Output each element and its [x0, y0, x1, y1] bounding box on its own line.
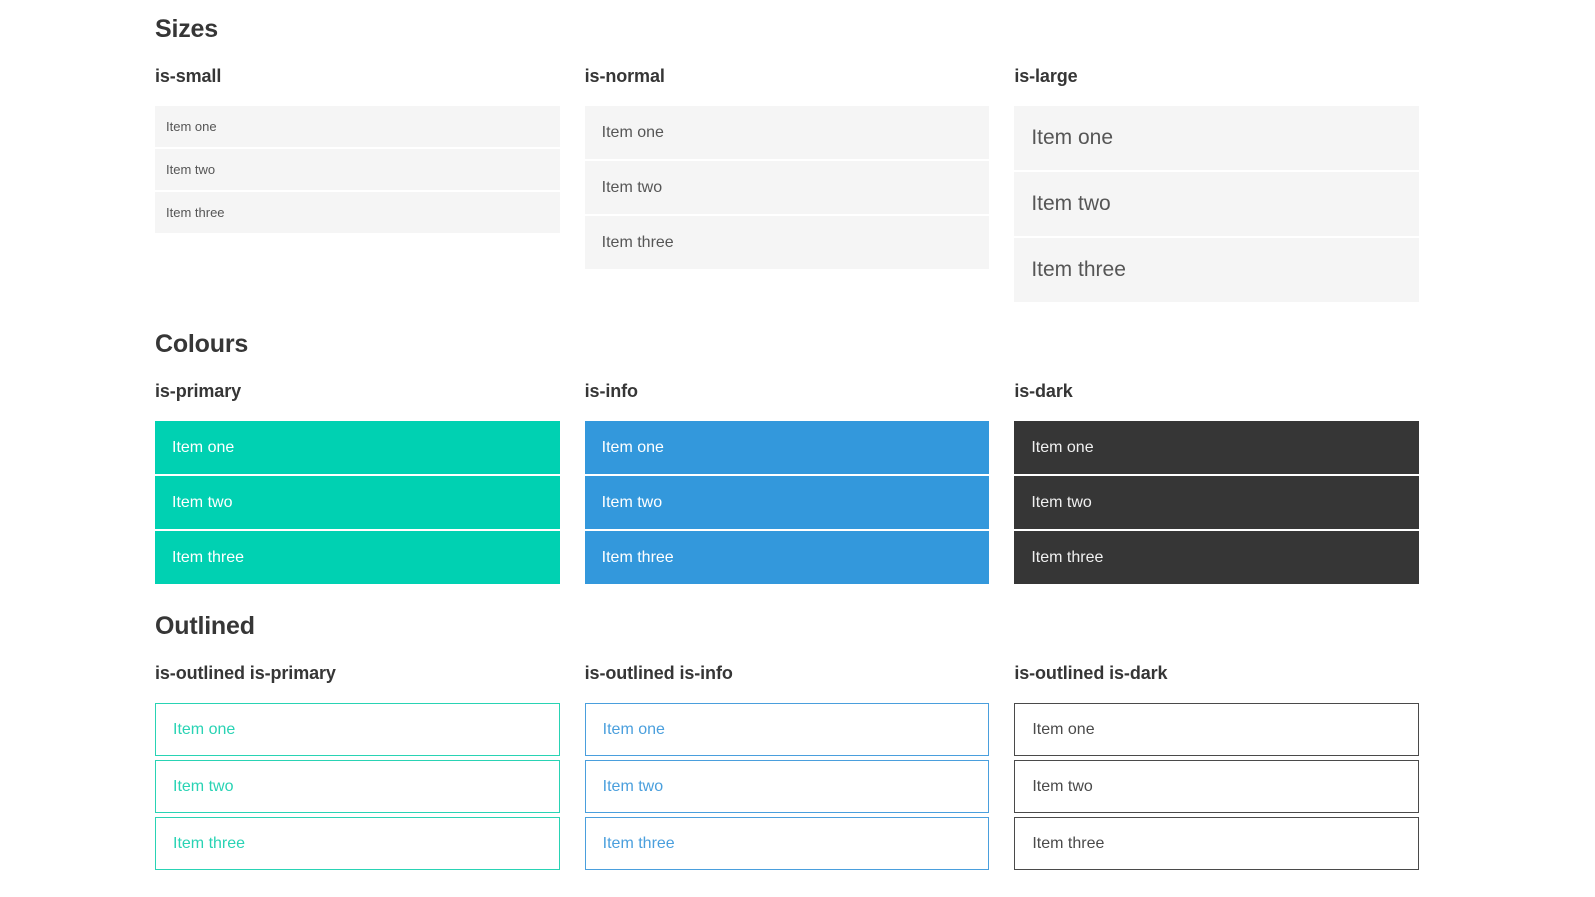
column-heading: is-outlined is-info [584, 663, 733, 683]
list-item[interactable]: Item three [1014, 238, 1419, 302]
list-item[interactable]: Item one [155, 421, 560, 474]
list-item[interactable]: Item one [155, 703, 560, 756]
list-item[interactable]: Item two [1014, 760, 1419, 813]
demo-column-is-large: is-large Item one Item two Item three [1014, 65, 1419, 304]
list-item[interactable]: Item two [155, 760, 560, 813]
list-item[interactable]: Item two [584, 161, 990, 214]
section-sizes: Sizes is-small Item one Item two Item th… [155, 14, 1419, 304]
column-heading: is-dark [1014, 381, 1073, 401]
section-grid: is-primary Item one Item two Item three … [155, 380, 1419, 586]
demo-list: Item one Item two Item three [1014, 703, 1419, 870]
list-item[interactable]: Item two [155, 476, 560, 529]
demo-column-outlined-primary: is-outlined is-primary Item one Item two… [155, 662, 560, 874]
list-item[interactable]: Item three [155, 531, 560, 584]
list-item[interactable]: Item three [155, 817, 560, 870]
demo-column-outlined-info: is-outlined is-info Item one Item two It… [584, 662, 990, 874]
demo-list: Item one Item two Item three [155, 421, 560, 584]
demo-list: Item one Item two Item three [584, 703, 990, 870]
list-item[interactable]: Item two [584, 476, 990, 529]
column-heading: is-large [1014, 66, 1078, 86]
list-item[interactable]: Item two [1014, 476, 1419, 529]
column-heading: is-outlined is-dark [1014, 663, 1168, 683]
column-heading: is-small [155, 66, 222, 86]
column-heading: is-normal [584, 66, 665, 86]
demo-list: Item one Item two Item three [584, 421, 990, 584]
section-title: Colours [155, 330, 249, 358]
column-heading: is-info [584, 381, 638, 401]
list-item[interactable]: Item three [1014, 531, 1419, 584]
list-item[interactable]: Item two [584, 760, 990, 813]
demo-column-outlined-dark: is-outlined is-dark Item one Item two It… [1014, 662, 1419, 874]
demo-list: Item one Item two Item three [1014, 106, 1419, 302]
list-item[interactable]: Item three [1014, 817, 1419, 870]
demo-column-is-primary: is-primary Item one Item two Item three [155, 380, 560, 586]
list-item[interactable]: Item three [155, 192, 560, 233]
demo-column-is-info: is-info Item one Item two Item three [584, 380, 990, 586]
demo-column-is-dark: is-dark Item one Item two Item three [1014, 380, 1419, 586]
demo-list: Item one Item two Item three [155, 703, 560, 870]
demo-list: Item one Item two Item three [1014, 421, 1419, 584]
column-heading: is-primary [155, 381, 242, 401]
section-colours: Colours is-primary Item one Item two Ite… [155, 329, 1419, 586]
list-item[interactable]: Item three [584, 531, 990, 584]
list-item[interactable]: Item one [584, 106, 990, 159]
section-grid: is-small Item one Item two Item three is… [155, 65, 1419, 304]
demo-list: Item one Item two Item three [155, 106, 560, 233]
list-item[interactable]: Item one [584, 703, 990, 756]
list-item[interactable]: Item two [155, 149, 560, 190]
list-item[interactable]: Item one [584, 421, 990, 474]
section-grid: is-outlined is-primary Item one Item two… [155, 662, 1419, 874]
list-item[interactable]: Item three [584, 216, 990, 269]
list-item[interactable]: Item one [155, 106, 560, 147]
list-item[interactable]: Item one [1014, 703, 1419, 756]
demo-list: Item one Item two Item three [584, 106, 990, 269]
section-title: Sizes [155, 15, 218, 43]
column-heading: is-outlined is-primary [155, 663, 336, 683]
list-item[interactable]: Item three [584, 817, 990, 870]
demo-column-is-small: is-small Item one Item two Item three [155, 65, 560, 235]
page-content: Sizes is-small Item one Item two Item th… [155, 0, 1419, 874]
section-title: Outlined [155, 612, 255, 640]
section-outlined: Outlined is-outlined is-primary Item one… [155, 611, 1419, 874]
list-item[interactable]: Item one [1014, 106, 1419, 170]
list-item[interactable]: Item two [1014, 172, 1419, 236]
demo-column-is-normal: is-normal Item one Item two Item three [584, 65, 990, 271]
list-item[interactable]: Item one [1014, 421, 1419, 474]
